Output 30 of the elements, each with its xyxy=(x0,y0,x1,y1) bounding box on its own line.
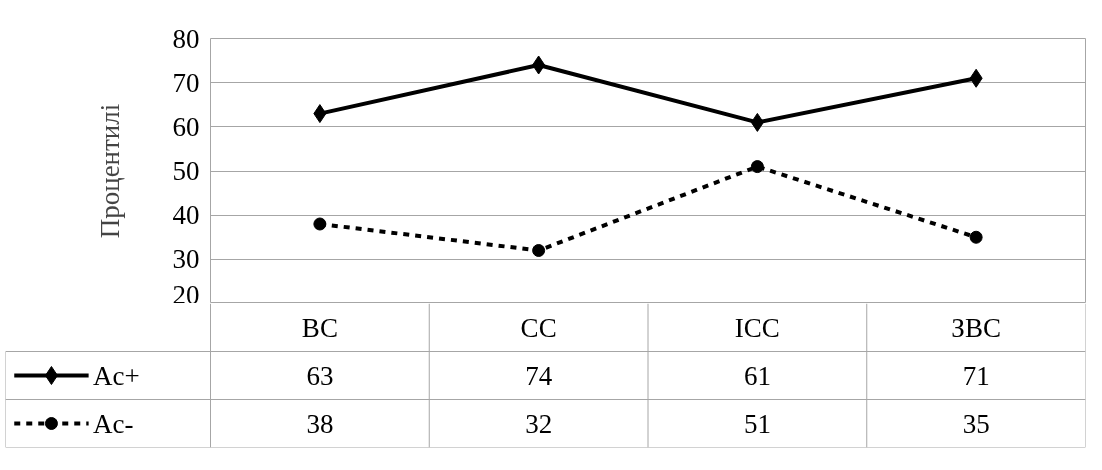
data-label: 71 xyxy=(962,360,990,391)
y-tick-label: 70 xyxy=(172,67,200,98)
y-tick-label: 50 xyxy=(172,156,200,186)
data-label: 61 xyxy=(743,360,771,391)
point xyxy=(750,160,764,174)
point xyxy=(532,244,546,257)
y-tick-label: 60 xyxy=(172,111,200,142)
y-tick-label: 40 xyxy=(172,200,200,231)
y-tick-label: 30 xyxy=(172,244,200,275)
y-tick-label: 20 xyxy=(172,279,200,310)
x-tick-label: ВС xyxy=(301,312,338,343)
x-tick-label: СС xyxy=(520,312,557,343)
point xyxy=(969,230,983,244)
point xyxy=(532,55,546,75)
data-label: 35 xyxy=(962,408,990,439)
legend-label: Ac+ xyxy=(93,360,140,391)
data-label: 74 xyxy=(525,360,553,391)
data-label: 32 xyxy=(525,408,553,439)
x-tick-label: ЗВС xyxy=(951,312,1001,343)
y-tick-label: 80 xyxy=(172,23,200,54)
data-label: 51 xyxy=(743,408,771,439)
point xyxy=(313,217,327,231)
point xyxy=(313,104,327,124)
y-axis-title: Процентилі xyxy=(94,103,125,239)
data-label: 38 xyxy=(306,408,334,439)
legend-label: Ac- xyxy=(93,408,134,439)
point xyxy=(750,112,764,132)
x-tick-label: ІСС xyxy=(734,312,780,343)
data-label: 63 xyxy=(306,360,334,391)
point xyxy=(969,68,983,88)
